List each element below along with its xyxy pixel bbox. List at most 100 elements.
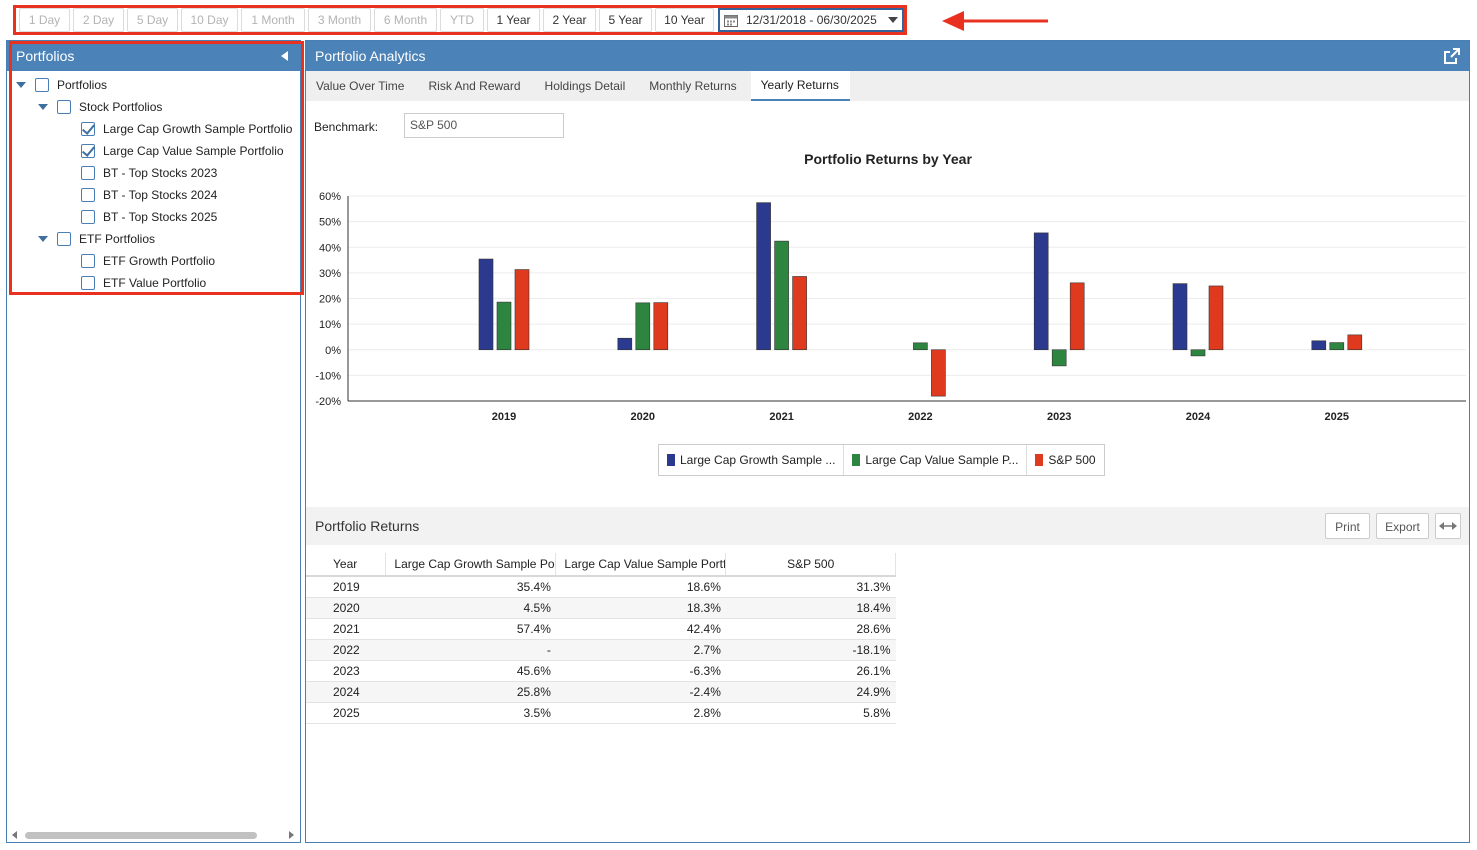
tree-checkbox[interactable] xyxy=(81,144,95,158)
tree-item-bt-top-stocks-2023[interactable]: BT - Top Stocks 2023 xyxy=(81,163,217,183)
tree-item-label: BT - Top Stocks 2025 xyxy=(103,210,218,224)
period-button-3-month[interactable]: 3 Month xyxy=(308,8,371,32)
legend-swatch xyxy=(1035,454,1044,466)
period-button-1-month[interactable]: 1 Month xyxy=(241,8,305,32)
return-cell: 42.4% xyxy=(555,618,726,640)
legend-item-large-cap-value-sample-p[interactable]: Large Cap Value Sample P... xyxy=(844,445,1028,475)
column-header-year[interactable]: Year xyxy=(306,553,387,577)
table-row: 2024 25.8% -2.4% 24.9% xyxy=(306,681,896,703)
period-button-ytd[interactable]: YTD xyxy=(440,8,484,32)
tab-monthly-returns[interactable]: Monthly Returns xyxy=(649,79,737,93)
expand-width-icon[interactable] xyxy=(1435,513,1461,539)
year-cell: 2021 xyxy=(306,618,386,640)
returns-table: Year Large Cap Growth Sample Po Large Cap … xyxy=(306,553,896,724)
tree-checkbox[interactable] xyxy=(81,166,95,180)
portfolio-returns-title: Portfolio Returns xyxy=(315,518,420,534)
scroll-right-icon[interactable] xyxy=(289,831,294,839)
expand-caret-icon[interactable] xyxy=(16,82,26,88)
column-header-large-cap-growth-sample-po[interactable]: Large Cap Growth Sample Po xyxy=(385,553,557,577)
legend-item-large-cap-growth-sample[interactable]: Large Cap Growth Sample ... xyxy=(659,445,845,475)
period-button-2-day[interactable]: 2 Day xyxy=(73,8,124,32)
print-button[interactable]: Print xyxy=(1325,513,1370,539)
year-cell: 2025 xyxy=(306,702,386,724)
bar-large-cap-growth-sample-2024 xyxy=(1172,283,1188,351)
collapse-left-icon[interactable] xyxy=(281,51,288,61)
returns-chart: Portfolio Returns by Year 60% 50% 40% 30% 20%… xyxy=(315,151,1466,423)
tree-item-large-cap-growth-sample-portfolio[interactable]: Large Cap Growth Sample Portfolio xyxy=(81,119,292,139)
return-cell: 31.3% xyxy=(725,576,896,598)
tree-item-label: BT - Top Stocks 2024 xyxy=(103,188,218,202)
tree-item-portfolios[interactable]: Portfolios xyxy=(16,75,107,95)
table-row: 2020 4.5% 18.3% 18.4% xyxy=(306,597,896,619)
tree-item-label: ETF Growth Portfolio xyxy=(103,254,216,268)
tree-item-stock-portfolios[interactable]: Stock Portfolios xyxy=(38,97,162,117)
bar-large-cap-value-sample-p-2021 xyxy=(774,240,789,351)
tree-item-etf-growth-portfolio[interactable]: ETF Growth Portfolio xyxy=(81,251,215,271)
column-header-s-p-500[interactable]: S&P 500 xyxy=(725,553,896,577)
column-header-large-cap-value-sample-portf[interactable]: Large Cap Value Sample Portf xyxy=(555,553,727,577)
tree-checkbox[interactable] xyxy=(81,188,95,202)
portfolio-returns-header: Portfolio Returns Print Export xyxy=(306,507,1469,545)
scrollbar-thumb[interactable] xyxy=(25,832,257,839)
return-cell: 2.8% xyxy=(555,702,726,724)
return-cell: -2.4% xyxy=(555,681,726,703)
legend-label: Large Cap Growth Sample ... xyxy=(680,453,836,467)
tree-checkbox[interactable] xyxy=(81,276,95,290)
bar-large-cap-value-sample-p-2022 xyxy=(913,342,928,351)
return-cell: 26.1% xyxy=(725,660,896,682)
horizontal-scrollbar[interactable] xyxy=(10,830,296,840)
bar-large-cap-growth-sample-2020 xyxy=(617,337,633,351)
portfolios-panel-header: Portfolios xyxy=(7,41,300,71)
period-button-6-month[interactable]: 6 Month xyxy=(374,8,437,32)
period-button-10-year[interactable]: 10 Year xyxy=(655,8,714,32)
bar-s-p-500-2022 xyxy=(931,349,946,397)
period-button-10-day[interactable]: 10 Day xyxy=(181,8,238,32)
table-row: 2019 35.4% 18.6% 31.3% xyxy=(306,576,896,598)
tree-item-bt-top-stocks-2025[interactable]: BT - Top Stocks 2025 xyxy=(81,207,217,227)
chevron-down-icon[interactable] xyxy=(888,17,898,23)
tab-yearly-returns[interactable]: Yearly Returns xyxy=(750,71,850,101)
scroll-left-icon[interactable] xyxy=(12,831,17,839)
tree-item-label: Portfolios xyxy=(57,78,108,92)
export-button[interactable]: Export xyxy=(1376,513,1429,539)
analytics-panel: Portfolio Analytics Value Over Time Risk … xyxy=(305,40,1470,843)
legend-item-s-p-500[interactable]: S&P 500 xyxy=(1027,445,1103,475)
tree-item-label: BT - Top Stocks 2023 xyxy=(103,166,218,180)
tree-item-bt-top-stocks-2024[interactable]: BT - Top Stocks 2024 xyxy=(81,185,217,205)
period-button-2-year[interactable]: 2 Year xyxy=(543,8,596,32)
period-button-1-year[interactable]: 1 Year xyxy=(487,8,540,32)
year-cell: 2020 xyxy=(306,597,386,619)
benchmark-input[interactable]: S&P 500 xyxy=(404,113,564,138)
expand-caret-icon[interactable] xyxy=(38,104,48,110)
legend-label: Large Cap Value Sample P... xyxy=(865,453,1019,467)
tab-risk-and-reward[interactable]: Risk And Reward xyxy=(428,79,521,93)
tree-checkbox[interactable] xyxy=(35,78,49,92)
return-cell: 3.5% xyxy=(385,702,556,724)
tree-item-etf-value-portfolio[interactable]: ETF Value Portfolio xyxy=(81,273,206,293)
tab-value-over-time[interactable]: Value Over Time xyxy=(316,79,405,93)
tree-checkbox[interactable] xyxy=(81,254,95,268)
tree-checkbox[interactable] xyxy=(57,232,71,246)
table-row: 2022-2.7% -18.1% xyxy=(306,639,896,661)
tab-holdings-detail[interactable]: Holdings Detail xyxy=(544,79,626,93)
bar-large-cap-value-sample-p-2020 xyxy=(635,302,651,351)
x-tick-label: 2019 xyxy=(492,411,516,423)
period-button-5-year[interactable]: 5 Year xyxy=(599,8,652,32)
bar-s-p-500-2023 xyxy=(1069,282,1085,351)
tree-item-label: Large Cap Value Sample Portfolio xyxy=(103,144,284,158)
popout-icon[interactable] xyxy=(1444,48,1460,64)
bar-s-p-500-2024 xyxy=(1208,285,1224,351)
expand-caret-icon[interactable] xyxy=(38,236,48,242)
date-range-picker[interactable]: 12/31/2018 - 06/30/2025 xyxy=(718,8,904,32)
calendar-icon xyxy=(724,14,738,27)
tree-item-etf-portfolios[interactable]: ETF Portfolios xyxy=(38,229,155,249)
tree-item-large-cap-value-sample-portfolio[interactable]: Large Cap Value Sample Portfolio xyxy=(81,141,284,161)
tree-checkbox[interactable] xyxy=(81,122,95,136)
tree-checkbox[interactable] xyxy=(81,210,95,224)
return-cell: 4.5% xyxy=(385,597,556,619)
tree-checkbox[interactable] xyxy=(57,100,71,114)
portfolios-panel-title: Portfolios xyxy=(16,48,75,64)
period-button-1-day[interactable]: 1 Day xyxy=(19,8,70,32)
period-button-5-day[interactable]: 5 Day xyxy=(127,8,178,32)
bar-s-p-500-2020 xyxy=(653,302,669,351)
